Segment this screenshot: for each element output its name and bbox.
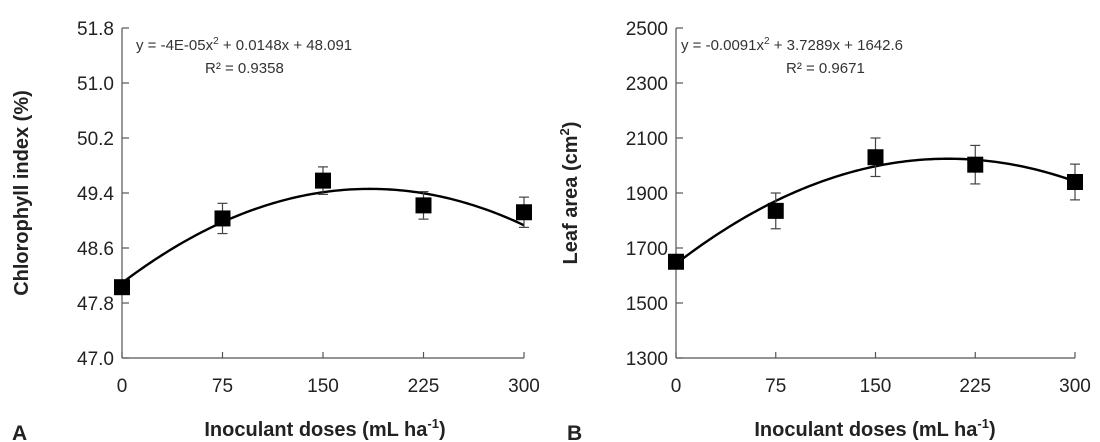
x-axis-label-b: Inoculant doses (mL ha-1)	[754, 416, 995, 441]
x-tick-label: 225	[959, 376, 991, 397]
y-ticks-a: 47.0 47.8 48.6 49.4 50.2 51.0 51.8	[77, 19, 129, 370]
x-axis-label-a: Inoculant doses (mL ha-1)	[204, 416, 445, 441]
panel-label-b: B	[567, 422, 582, 442]
data-point-marker	[315, 172, 331, 189]
x-tick-label: 0	[117, 376, 128, 397]
x-tick-label: 0	[671, 376, 682, 397]
trendline-a	[121, 187, 525, 284]
x-ticks-b: 0 75 150 225 300	[671, 352, 1091, 397]
panel-label-a: A	[12, 422, 27, 442]
data-point-marker	[767, 202, 784, 219]
y-tick-label: 1500	[626, 294, 668, 315]
x-tick-label: 150	[307, 376, 339, 397]
chart-b: 1300 1500 1700 1900 2100 2300 2500 0 75 150 225 30…	[557, 19, 1091, 442]
y-tick-label: 2500	[626, 19, 668, 40]
y-axis-label-a: Chlorophyll index (%)	[11, 90, 33, 296]
y-tick-label: 2100	[626, 129, 668, 150]
data-point-marker	[516, 204, 532, 221]
y-tick-label: 1300	[626, 349, 668, 370]
y-ticks-b: 1300 1500 1700 1900 2100 2300 2500	[626, 19, 683, 370]
data-point-marker	[214, 210, 231, 227]
r-squared-b: R² = 0.9671	[786, 60, 865, 77]
data-point-marker	[967, 156, 984, 173]
y-tick-label: 1900	[626, 184, 668, 205]
x-tick-label: 75	[765, 376, 786, 397]
y-tick-label: 47.0	[77, 349, 114, 370]
plot-area-b	[675, 28, 1075, 359]
x-tick-label: 75	[212, 376, 233, 397]
x-tick-label: 225	[408, 376, 440, 397]
data-point-marker	[867, 149, 884, 166]
y-tick-label: 1700	[626, 239, 668, 260]
equation-a: y = -4E-05x2 + 0.0148x + 48.091	[136, 36, 352, 54]
y-axis-label-b: Leaf area (cm2)	[557, 122, 582, 265]
x-tick-label: 150	[860, 376, 892, 397]
points-a	[114, 166, 532, 296]
x-tick-label: 300	[508, 376, 540, 397]
y-tick-label: 51.0	[77, 74, 114, 95]
y-tick-label: 49.4	[77, 184, 114, 205]
data-point-marker	[114, 279, 130, 296]
x-ticks-a: 0 75 150 225 300	[117, 352, 540, 397]
chart-a: 47.0 47.8 48.6 49.4 50.2 51.0 51.8 0 75 150 225 30…	[11, 19, 540, 442]
data-point-marker	[1067, 174, 1083, 190]
data-point-marker	[668, 253, 684, 270]
y-tick-label: 48.6	[77, 239, 114, 260]
r-squared-a: R² = 0.9358	[205, 60, 284, 77]
equation-b: y = -0.0091x2 + 3.7289x + 1642.6	[681, 36, 903, 54]
y-tick-label: 2300	[626, 74, 668, 95]
y-tick-label: 51.8	[77, 19, 114, 40]
y-tick-label: 50.2	[77, 129, 114, 150]
x-tick-label: 300	[1059, 376, 1091, 397]
points-b	[668, 137, 1083, 270]
data-point-marker	[415, 197, 432, 214]
y-tick-label: 47.8	[77, 294, 114, 315]
